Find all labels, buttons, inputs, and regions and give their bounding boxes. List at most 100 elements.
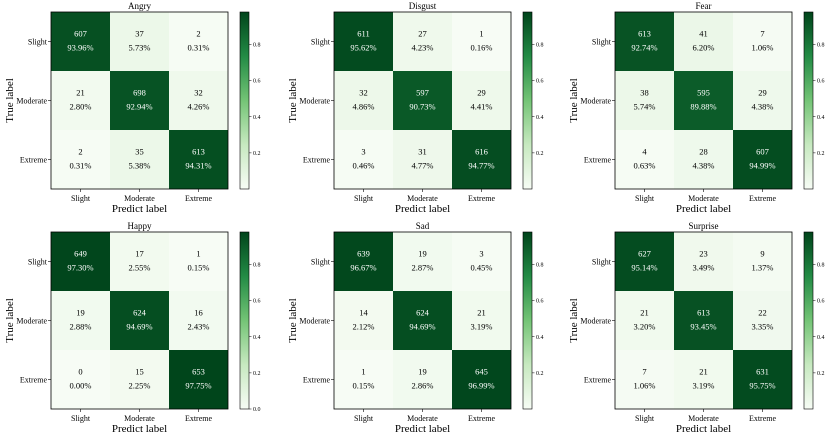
- colorbar-tick-label: 0.6: [253, 79, 261, 85]
- cell-count-label: 607: [74, 29, 87, 39]
- x-axis-label: Predict label: [112, 203, 167, 215]
- cell-percent-label: 95.75%: [749, 381, 775, 391]
- y-tick-label: Extreme: [20, 156, 48, 165]
- cell-percent-label: 5.38%: [129, 161, 151, 171]
- cell-count-label: 19: [418, 249, 427, 259]
- x-tick-label: Slight: [635, 194, 655, 203]
- heatmap-cell: [334, 350, 393, 409]
- cell-count-label: 7: [642, 367, 646, 377]
- colorbar-tick-label: 0.8: [817, 263, 825, 269]
- cell-count-label: 613: [638, 29, 651, 39]
- cell-count-label: 23: [699, 249, 708, 259]
- heatmap-cell: [452, 130, 511, 189]
- heatmap-cell: [110, 71, 169, 130]
- confusion-matrix-sad: Sad 639 96.67% 19 2.87% 3 0.45% 14 2.12% 624 94.69…: [287, 221, 544, 434]
- cell-percent-label: 0.45%: [471, 263, 493, 273]
- cell-count-label: 35: [135, 147, 144, 157]
- cell-percent-label: 5.73%: [129, 43, 151, 53]
- cell-percent-label: 93.45%: [690, 322, 716, 332]
- cell-count-label: 38: [640, 88, 649, 98]
- x-tick-label: Extreme: [468, 194, 496, 203]
- cell-count-label: 1: [479, 29, 483, 39]
- cell-count-label: 29: [477, 88, 486, 98]
- cell-count-label: 698: [133, 88, 146, 98]
- cell-count-label: 3: [361, 147, 365, 157]
- colorbar-tick-label: 0.8: [536, 43, 544, 49]
- cell-percent-label: 6.20%: [693, 43, 715, 53]
- colorbar-tick-label: 0.8: [253, 43, 261, 49]
- chart-title: Surprise: [689, 221, 719, 231]
- colorbar-tick-label: 0.4: [817, 115, 825, 121]
- heatmap-cell: [452, 291, 511, 350]
- cell-count-label: 32: [194, 88, 203, 98]
- cell-count-label: 37: [135, 29, 144, 39]
- y-axis-label: True label: [568, 78, 580, 123]
- cell-percent-label: 1.06%: [634, 381, 656, 391]
- heatmap-cell: [452, 12, 511, 71]
- cell-percent-label: 0.15%: [188, 263, 210, 273]
- heatmap-cell: [393, 130, 452, 189]
- cell-percent-label: 96.67%: [350, 263, 376, 273]
- x-tick-label: Moderate: [688, 194, 719, 203]
- colorbar-tick-label: 0.4: [536, 335, 544, 341]
- colorbar: [803, 231, 814, 410]
- cell-percent-label: 92.94%: [126, 102, 152, 112]
- y-tick-label: Extreme: [584, 156, 612, 165]
- heatmap-cell: [51, 12, 110, 71]
- cell-percent-label: 95.14%: [631, 263, 657, 273]
- chart-title: Angry: [128, 1, 151, 11]
- colorbar-tick-label: 0.8: [817, 43, 825, 49]
- cell-percent-label: 4.77%: [412, 161, 434, 171]
- cell-count-label: 27: [418, 29, 427, 39]
- heatmap-cell: [733, 350, 792, 409]
- heatmap-cell: [51, 350, 110, 409]
- colorbar-tick-label: 0.4: [253, 335, 261, 341]
- x-tick-label: Slight: [354, 194, 374, 203]
- cell-count-label: 14: [359, 308, 368, 318]
- heatmap-cell: [733, 291, 792, 350]
- heatmap-cell: [393, 12, 452, 71]
- cell-percent-label: 2.43%: [188, 322, 210, 332]
- cell-count-label: 22: [758, 308, 767, 318]
- heatmap-cell: [110, 232, 169, 291]
- colorbar-tick-label: 0.4: [253, 115, 261, 121]
- heatmap-cell: [334, 12, 393, 71]
- heatmap-cell: [452, 350, 511, 409]
- x-tick-label: Extreme: [749, 194, 777, 203]
- y-tick-label: Extreme: [303, 376, 331, 385]
- cell-percent-label: 3.49%: [693, 263, 715, 273]
- heatmap-cell: [733, 12, 792, 71]
- cell-count-label: 4: [642, 147, 647, 157]
- heatmap-cell: [393, 232, 452, 291]
- colorbar-tick-label: 0.2: [817, 371, 825, 377]
- cell-count-label: 17: [135, 249, 144, 259]
- heatmap-cell: [393, 71, 452, 130]
- confusion-matrix-surprise: Surprise 627 95.14% 23 3.49% 9 1.37% 21 3.20% 613…: [568, 221, 825, 434]
- x-tick-label: Moderate: [407, 414, 438, 423]
- heatmap-cell: [334, 232, 393, 291]
- heatmap-cell: [674, 71, 733, 130]
- cell-count-label: 7: [760, 29, 764, 39]
- cell-percent-label: 94.77%: [468, 161, 494, 171]
- heatmap-cell: [51, 130, 110, 189]
- cell-count-label: 3: [479, 249, 483, 259]
- cell-count-label: 597: [416, 88, 429, 98]
- x-tick-label: Extreme: [749, 414, 777, 423]
- cell-count-label: 2: [196, 29, 200, 39]
- cell-percent-label: 4.41%: [471, 102, 493, 112]
- x-tick-label: Slight: [71, 414, 91, 423]
- cell-count-label: 624: [133, 308, 147, 318]
- colorbar-tick-label: 0.4: [536, 115, 544, 121]
- cell-percent-label: 2.86%: [412, 381, 434, 391]
- heatmap-cell: [169, 71, 228, 130]
- heatmap-cell: [674, 12, 733, 71]
- heatmap-cell: [615, 350, 674, 409]
- y-tick-label: Extreme: [20, 376, 48, 385]
- chart-title: Happy: [128, 221, 152, 231]
- cell-percent-label: 4.38%: [752, 102, 774, 112]
- heatmap-cell: [169, 232, 228, 291]
- heatmap-cell: [615, 232, 674, 291]
- heatmap-cell: [615, 291, 674, 350]
- cell-percent-label: 0.16%: [471, 43, 493, 53]
